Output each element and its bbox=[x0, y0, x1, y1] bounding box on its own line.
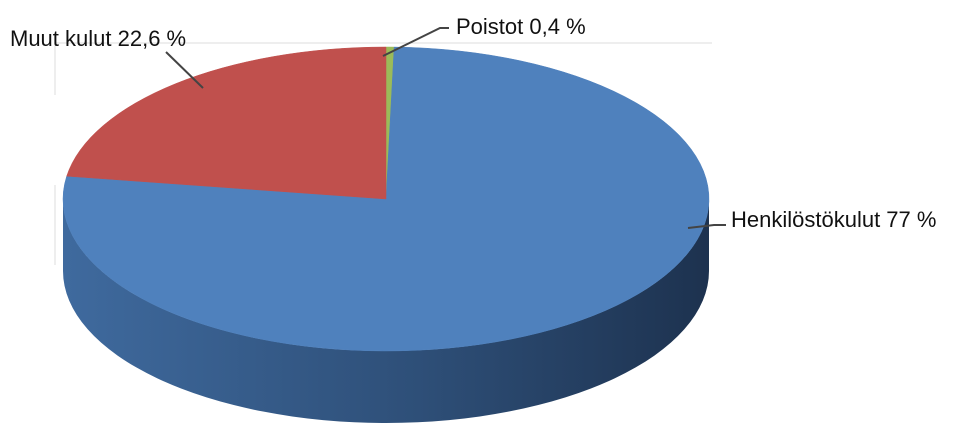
pie-slices bbox=[62, 46, 710, 352]
pie-side-wall bbox=[63, 199, 709, 423]
pie-slice-muut-kulut bbox=[66, 46, 387, 200]
data-label-poistot: Poistot 0,4 % bbox=[456, 14, 586, 39]
data-label-muut-kulut: Muut kulut 22,6 % bbox=[10, 26, 186, 51]
leader-line-muut-kulut bbox=[165, 51, 204, 89]
leader-line-henkilostokulut bbox=[687, 224, 726, 229]
leader-line-poistot bbox=[382, 27, 449, 57]
data-label-henkilostokulut: Henkilöstökulut 77 % bbox=[731, 207, 936, 232]
